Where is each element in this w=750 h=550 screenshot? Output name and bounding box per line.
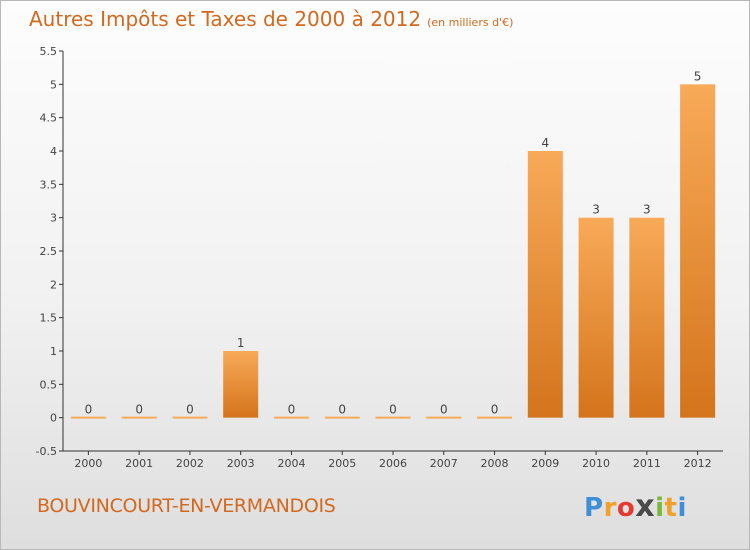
data-labels: 0 0 0 1 0 0 0 0 0 4 3 3 5 — [85, 69, 702, 416]
y-tick-label: -0.5 — [36, 445, 57, 458]
bar — [527, 151, 563, 418]
data-label: 4 — [541, 136, 549, 150]
y-tick-label: 4 — [50, 145, 57, 158]
x-tick-label: 2001 — [125, 457, 153, 470]
bar — [680, 84, 716, 418]
y-tick-label: 1.5 — [40, 312, 58, 325]
data-label: 0 — [338, 403, 346, 417]
y-tick-label: 2.5 — [40, 245, 58, 258]
proxiti-logo[interactable]: Proxiti — [584, 489, 687, 524]
data-label: 0 — [85, 403, 93, 417]
x-tick-label: 2004 — [277, 457, 305, 470]
bars — [70, 84, 716, 419]
y-tick-label: 1 — [50, 345, 57, 358]
x-tick-label: 2000 — [74, 457, 102, 470]
chart-unit-label: (en milliers d'€) — [427, 16, 514, 29]
x-tick-label: 2002 — [176, 457, 204, 470]
bar — [578, 217, 614, 418]
y-tick-label: 0.5 — [40, 378, 58, 391]
x-tick-label: 2009 — [531, 457, 559, 470]
y-tick-label: 3 — [50, 212, 57, 225]
data-label: 0 — [288, 403, 296, 417]
y-tick-label: 2 — [50, 278, 57, 291]
y-tick-label: 0 — [50, 412, 57, 425]
x-tick-label: 2012 — [684, 457, 712, 470]
data-label: 0 — [491, 403, 499, 417]
y-tick-label: 5 — [50, 78, 57, 91]
data-label: 0 — [440, 403, 448, 417]
x-tick-label: 2003 — [227, 457, 255, 470]
x-tick-label: 2008 — [481, 457, 509, 470]
data-label: 5 — [694, 69, 702, 83]
x-tick-label: 2005 — [328, 457, 356, 470]
chart-title: Autres Impôts et Taxes de 2000 à 2012 (en… — [29, 7, 513, 31]
data-label: 0 — [186, 403, 194, 417]
x-tick-label: 2007 — [430, 457, 458, 470]
data-label: 3 — [643, 203, 651, 217]
x-tick-label: 2006 — [379, 457, 407, 470]
x-tick-label: 2011 — [633, 457, 661, 470]
chart-title-text: Autres Impôts et Taxes de 2000 à 2012 — [29, 7, 422, 31]
y-tick-label: 5.5 — [40, 45, 58, 58]
x-axis: 2000 2001 2002 2003 2004 2005 2006 2007 2008 2009… — [63, 450, 723, 470]
data-label: 3 — [592, 203, 600, 217]
y-tick-label: 3.5 — [40, 178, 58, 191]
data-label: 0 — [389, 403, 397, 417]
bar — [629, 217, 665, 418]
y-axis: -0.5 0 0.5 1 1.5 2 2.5 3 3.5 4 4.5 5 5.5 — [36, 45, 64, 458]
x-tick-label: 2010 — [582, 457, 610, 470]
y-tick-label: 4.5 — [40, 112, 58, 125]
data-label: 1 — [237, 336, 245, 350]
commune-name: BOUVINCOURT-EN-VERMANDOIS — [37, 495, 336, 517]
data-label: 0 — [135, 403, 143, 417]
bar — [223, 351, 259, 418]
